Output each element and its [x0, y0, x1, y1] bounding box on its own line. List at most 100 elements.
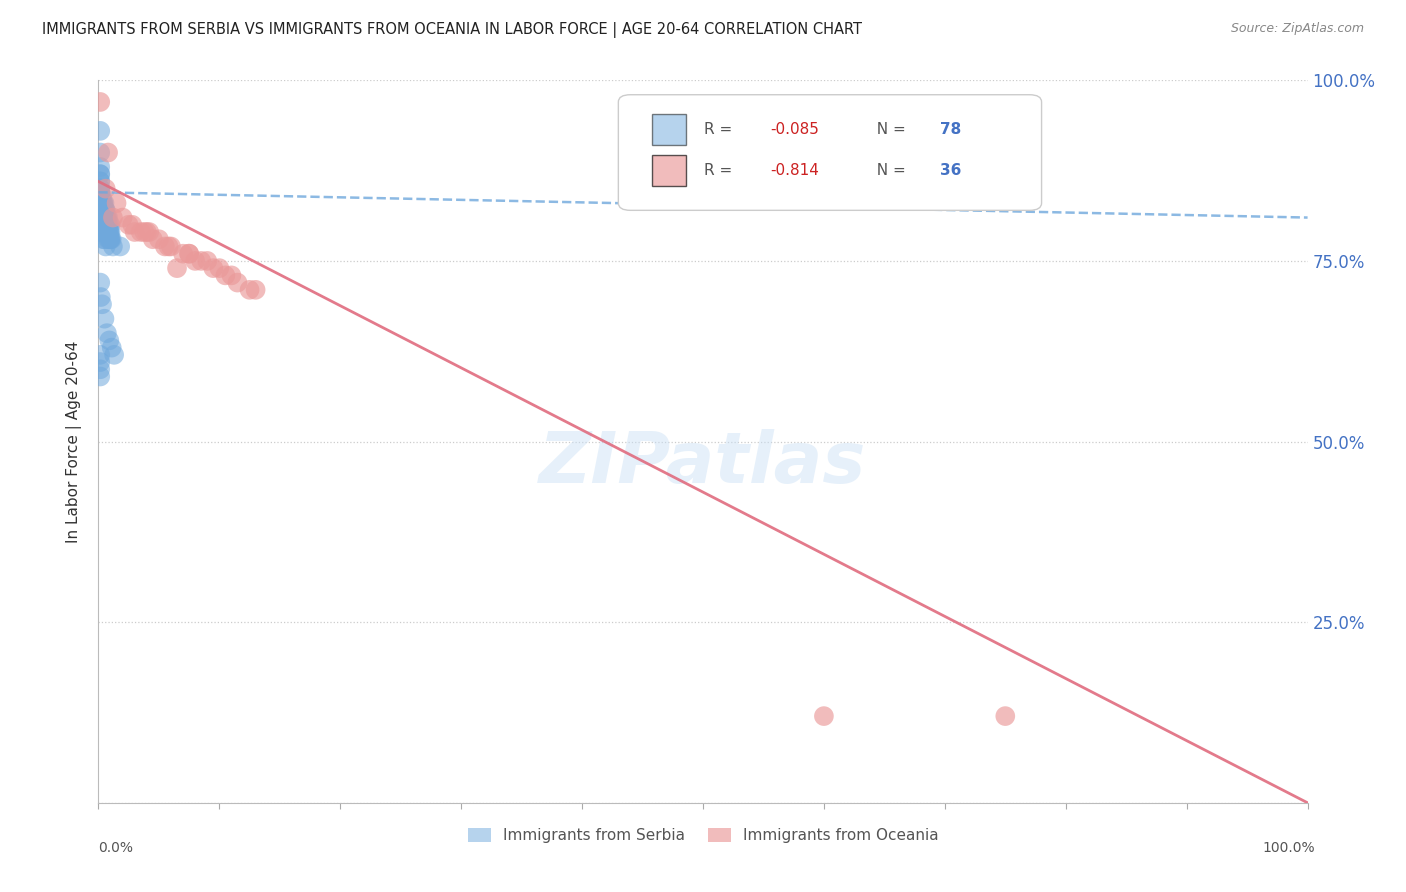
Point: [91, 203, 114, 218]
Point: [90, 189, 112, 203]
Point: [89, 196, 111, 211]
Point: [94, 211, 117, 225]
Point: [100, 232, 122, 246]
Point: [94, 239, 117, 253]
Text: N =: N =: [868, 122, 911, 136]
Point: [226, 276, 249, 290]
Point: [96, 211, 118, 225]
Point: [89, 182, 111, 196]
Text: 100.0%: 100.0%: [1263, 841, 1315, 855]
Point: [93, 211, 115, 225]
Point: [129, 225, 152, 239]
Point: [138, 225, 160, 239]
Point: [97, 211, 120, 225]
Point: [89, 124, 111, 138]
Text: N =: N =: [868, 163, 911, 178]
Point: [94, 211, 117, 225]
Point: [91, 225, 114, 239]
Point: [153, 239, 176, 253]
Point: [134, 225, 156, 239]
Point: [89, 355, 111, 369]
Text: -0.814: -0.814: [770, 163, 820, 178]
Point: [94, 218, 117, 232]
Point: [94, 182, 117, 196]
Point: [89, 189, 111, 203]
Point: [91, 232, 114, 246]
Point: [179, 246, 201, 260]
Point: [96, 225, 118, 239]
Point: [101, 211, 124, 225]
Point: [96, 211, 118, 225]
Point: [89, 369, 111, 384]
Point: [89, 348, 111, 362]
Legend: Immigrants from Serbia, Immigrants from Oceania: Immigrants from Serbia, Immigrants from …: [461, 822, 945, 849]
Point: [89, 189, 111, 203]
FancyBboxPatch shape: [652, 155, 686, 186]
Point: [100, 218, 122, 232]
Point: [103, 348, 125, 362]
Point: [166, 261, 188, 276]
Point: [98, 334, 121, 348]
Point: [239, 283, 262, 297]
Point: [89, 174, 111, 188]
Point: [89, 362, 111, 376]
Y-axis label: In Labor Force | Age 20-64: In Labor Force | Age 20-64: [66, 341, 83, 542]
Point: [813, 709, 835, 723]
Point: [179, 246, 201, 260]
Point: [94, 203, 117, 218]
Point: [202, 261, 225, 276]
Text: 78: 78: [941, 122, 962, 136]
Point: [97, 218, 120, 232]
Point: [100, 232, 122, 246]
Point: [91, 189, 114, 203]
Point: [94, 225, 117, 239]
Point: [96, 218, 118, 232]
Point: [89, 276, 111, 290]
Point: [148, 232, 170, 246]
Point: [91, 196, 114, 211]
Point: [94, 203, 117, 218]
Point: [89, 218, 111, 232]
Text: R =: R =: [704, 163, 737, 178]
Point: [89, 196, 111, 211]
Point: [142, 232, 165, 246]
Point: [96, 326, 118, 341]
Point: [91, 196, 114, 211]
Point: [97, 145, 120, 160]
Point: [91, 211, 114, 225]
Point: [98, 218, 121, 232]
Point: [93, 311, 115, 326]
Point: [160, 239, 183, 253]
Point: [97, 225, 120, 239]
Point: [96, 218, 118, 232]
Point: [93, 218, 115, 232]
Point: [221, 268, 243, 283]
Point: [208, 261, 231, 276]
Text: R =: R =: [704, 122, 737, 136]
Point: [245, 283, 267, 297]
FancyBboxPatch shape: [652, 114, 686, 145]
Text: 36: 36: [941, 163, 962, 178]
Point: [91, 203, 114, 218]
Point: [93, 203, 115, 218]
Point: [91, 196, 114, 211]
Text: ZIPatlas: ZIPatlas: [540, 429, 866, 498]
Text: IMMIGRANTS FROM SERBIA VS IMMIGRANTS FROM OCEANIA IN LABOR FORCE | AGE 20-64 COR: IMMIGRANTS FROM SERBIA VS IMMIGRANTS FRO…: [42, 22, 862, 38]
Point: [100, 232, 122, 246]
FancyBboxPatch shape: [619, 95, 1042, 211]
Point: [214, 268, 236, 283]
Point: [157, 239, 180, 253]
Point: [172, 246, 194, 260]
Text: -0.085: -0.085: [770, 122, 820, 136]
Point: [97, 232, 120, 246]
Point: [89, 167, 111, 181]
Point: [90, 203, 112, 218]
Point: [98, 225, 121, 239]
Point: [89, 145, 111, 160]
Point: [91, 196, 114, 211]
Point: [98, 232, 121, 246]
Point: [90, 225, 112, 239]
Point: [89, 95, 111, 109]
Point: [93, 203, 115, 218]
Point: [93, 232, 115, 246]
